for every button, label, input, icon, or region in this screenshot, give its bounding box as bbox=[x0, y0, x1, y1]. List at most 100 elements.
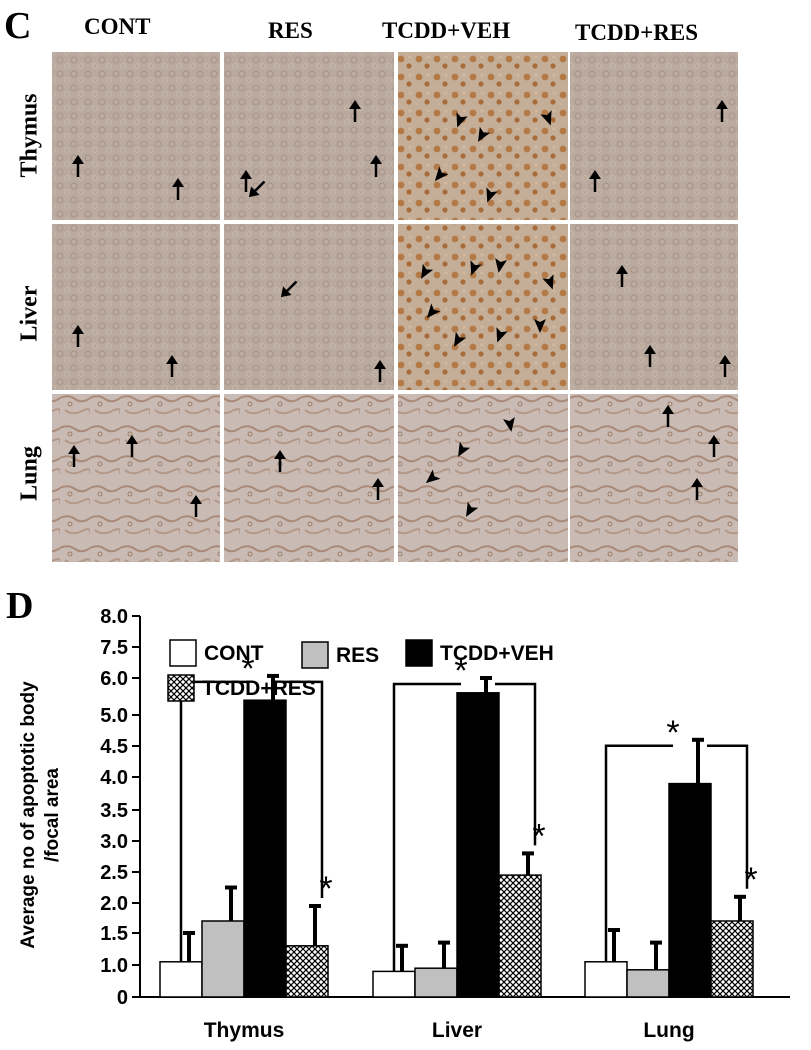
arrowhead-icon bbox=[486, 187, 498, 203]
micrograph-lung-tcdd-res bbox=[570, 394, 738, 562]
legend-swatch bbox=[301, 641, 329, 669]
significance-star: * bbox=[454, 652, 467, 690]
arrow-icon bbox=[372, 478, 384, 500]
arrow-icon bbox=[716, 100, 728, 122]
legend-label: CONT bbox=[204, 642, 264, 665]
arrow-icon bbox=[589, 170, 601, 192]
arrowhead-icon bbox=[470, 260, 482, 276]
arrow-icon bbox=[691, 478, 703, 500]
bar-res-liver bbox=[414, 967, 458, 998]
arrow-icon bbox=[719, 355, 731, 377]
micrograph-lung-cont bbox=[52, 394, 220, 562]
y-axis-label-line-1: Average no of apoptotic body bbox=[18, 681, 39, 949]
bar-chart: D 01.01.52.02.53.03.54.04.55.06.07.58.0 … bbox=[6, 585, 790, 1042]
legend: CONT RES TCDD+VEH TCDD+RES bbox=[167, 639, 554, 702]
significance-bracket bbox=[179, 680, 248, 962]
column-header-res: RES bbox=[268, 18, 313, 43]
legend-label: TCDD+RES bbox=[202, 677, 316, 700]
arrowhead-icon bbox=[542, 274, 554, 290]
y-tick-label: 8.0 bbox=[100, 606, 128, 628]
y-tick-label: 6.0 bbox=[100, 668, 128, 690]
arrow-icon bbox=[644, 345, 656, 367]
legend-label: TCDD+VEH bbox=[440, 642, 554, 665]
x-category-label-lung: Lung bbox=[643, 1019, 694, 1042]
arrowhead-icon bbox=[456, 112, 468, 128]
arrow-icon bbox=[72, 155, 84, 177]
arrowhead-icon bbox=[421, 263, 434, 279]
significance-bracket bbox=[604, 744, 673, 962]
arrow-icon bbox=[240, 170, 252, 192]
legend-label: RES bbox=[336, 644, 379, 667]
y-tick-label: 1.5 bbox=[100, 923, 128, 945]
bar-tcdd-veh-thymus bbox=[243, 699, 287, 998]
y-axis-label-line-2: /focal area bbox=[42, 768, 63, 862]
arrow-icon bbox=[349, 100, 361, 122]
micrograph-grid bbox=[52, 52, 738, 562]
legend-swatch bbox=[405, 639, 433, 667]
y-tick-label: 3.0 bbox=[100, 831, 128, 853]
arrowhead-icon bbox=[495, 258, 507, 273]
y-tick-label: 0 bbox=[117, 987, 128, 1009]
y-tick-label: 7.5 bbox=[100, 637, 128, 659]
legend-swatch bbox=[167, 674, 195, 702]
column-header-tcdd-res: TCDD+RES bbox=[575, 20, 699, 45]
micrograph-liver-tcdd-veh bbox=[398, 224, 568, 390]
micrograph-thymus-tcdd-res bbox=[570, 52, 738, 220]
arrowhead-icon bbox=[434, 166, 449, 182]
arrowhead-icon bbox=[466, 501, 479, 517]
column-header-tcdd-veh: TCDD+VEH bbox=[382, 18, 511, 43]
micrograph-liver-tcdd-res bbox=[570, 224, 738, 390]
y-tick-label: 3.5 bbox=[100, 800, 128, 822]
arrow-icon bbox=[662, 405, 674, 427]
bar-tcdd-veh-liver bbox=[456, 692, 500, 998]
arrowhead-icon bbox=[534, 319, 546, 333]
arrow-icon bbox=[172, 178, 184, 200]
arrowhead-icon bbox=[426, 303, 441, 319]
significance-star: * bbox=[319, 870, 332, 908]
micrograph-liver-cont bbox=[52, 224, 220, 390]
micrograph-liver-res bbox=[224, 224, 394, 390]
arrow-icon bbox=[374, 360, 386, 382]
significance-bracket bbox=[707, 744, 749, 889]
arrow-icon bbox=[274, 450, 286, 472]
arrowhead-icon bbox=[458, 441, 471, 457]
micrograph-lung-res bbox=[224, 394, 394, 562]
x-category-label-thymus: Thymus bbox=[204, 1019, 285, 1042]
bar-tcdd-res-thymus bbox=[285, 945, 329, 998]
significance-star: * bbox=[666, 714, 679, 752]
arrow-icon bbox=[708, 435, 720, 457]
bar-tcdd-res-liver bbox=[498, 874, 542, 998]
arrowhead-icon bbox=[503, 417, 515, 432]
arrowhead-icon bbox=[454, 331, 467, 347]
micrograph-thymus-cont bbox=[52, 52, 220, 220]
significance-bracket bbox=[495, 682, 537, 846]
significance-bracket bbox=[392, 682, 461, 972]
legend-swatch bbox=[169, 639, 197, 667]
marker-layer bbox=[68, 100, 731, 517]
panel-c-letter: C bbox=[4, 5, 32, 47]
arrow-icon bbox=[370, 155, 382, 177]
arrow-icon bbox=[166, 355, 178, 377]
bar-res-lung bbox=[626, 969, 670, 998]
y-tick-label: 4.5 bbox=[100, 736, 128, 758]
significance-star: * bbox=[532, 817, 545, 855]
arrow-icon bbox=[248, 180, 266, 198]
y-tick-label: 5.0 bbox=[100, 705, 128, 727]
bar-tcdd-res-lung bbox=[710, 920, 754, 998]
micrograph-lung-tcdd-veh bbox=[398, 394, 568, 562]
x-category-label-liver: Liver bbox=[432, 1019, 482, 1042]
bars-layer: * * Thymus * * Liver * * Lung bbox=[159, 650, 758, 1042]
arrowhead-icon bbox=[425, 469, 441, 484]
bar-cont-thymus bbox=[159, 961, 203, 998]
y-tick-label: 2.5 bbox=[100, 862, 128, 884]
arrow-icon bbox=[616, 265, 628, 287]
y-tick-label: 1.0 bbox=[100, 955, 128, 977]
column-header-cont: CONT bbox=[84, 14, 151, 39]
arrow-icon bbox=[68, 445, 80, 467]
bar-cont-lung bbox=[584, 961, 628, 998]
arrowhead-icon bbox=[540, 110, 552, 126]
y-tick-label: 4.0 bbox=[100, 767, 128, 789]
significance-star: * bbox=[744, 861, 757, 899]
panel-d-letter: D bbox=[6, 585, 33, 627]
bar-cont-liver bbox=[372, 970, 416, 998]
